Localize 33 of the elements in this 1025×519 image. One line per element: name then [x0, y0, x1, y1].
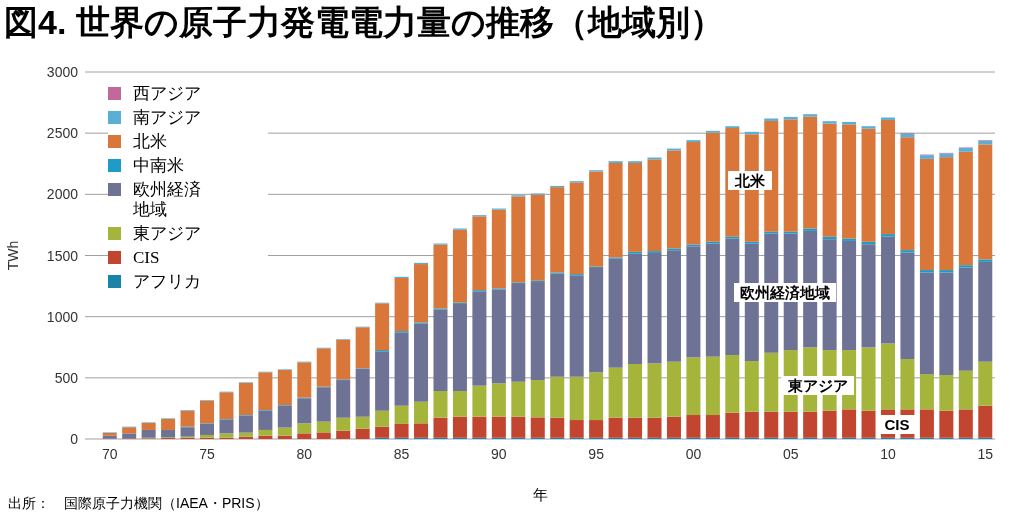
legend-label: 東アジア: [133, 224, 202, 244]
x-tick-label: 75: [199, 446, 216, 462]
legend-label: アフリカ: [133, 272, 202, 292]
legend-label: 西アジア: [133, 84, 202, 104]
y-tick-label: 0: [70, 431, 79, 447]
annotation: CIS: [884, 416, 910, 433]
y-tick-label: 2500: [46, 125, 79, 142]
x-tick-label: 95: [588, 446, 605, 462]
x-tick-label: 00: [685, 446, 702, 462]
title: 図4. 世界の原子力発電電力量の推移（地域別）: [4, 3, 724, 41]
legend-label: 欧州経済地域: [133, 180, 202, 220]
x-tick-label: 10: [880, 446, 896, 462]
x-tick-label: 90: [491, 446, 507, 462]
text: 出所： 国際原子力機関（IAEA・PRIS）: [8, 495, 269, 511]
y-tick-label: 1000: [46, 308, 79, 325]
legend-label: 北米: [133, 132, 168, 152]
x-tick-label: 70: [101, 446, 118, 462]
x-tick-label: 85: [393, 446, 410, 462]
annotation: 東アジア: [787, 377, 848, 394]
y-tick-label: 2000: [46, 186, 79, 203]
legend-label: 南アジア: [133, 108, 202, 128]
y-tick-label: 1500: [46, 247, 79, 264]
y-tick-label: 3000: [46, 64, 79, 80]
x-tick-label: 15: [977, 446, 994, 462]
x-axis-title: 年: [532, 486, 548, 503]
annotation: 北米: [734, 172, 766, 189]
y-axis-title: TWh: [5, 240, 21, 271]
x-tick-label: 80: [296, 446, 313, 462]
annotation: 欧州経済地域: [740, 284, 830, 301]
x-tick-label: 05: [782, 446, 799, 462]
legend-label: CIS: [133, 248, 161, 268]
legend-label: 中南米: [133, 156, 185, 176]
y-tick-label: 500: [54, 369, 79, 386]
